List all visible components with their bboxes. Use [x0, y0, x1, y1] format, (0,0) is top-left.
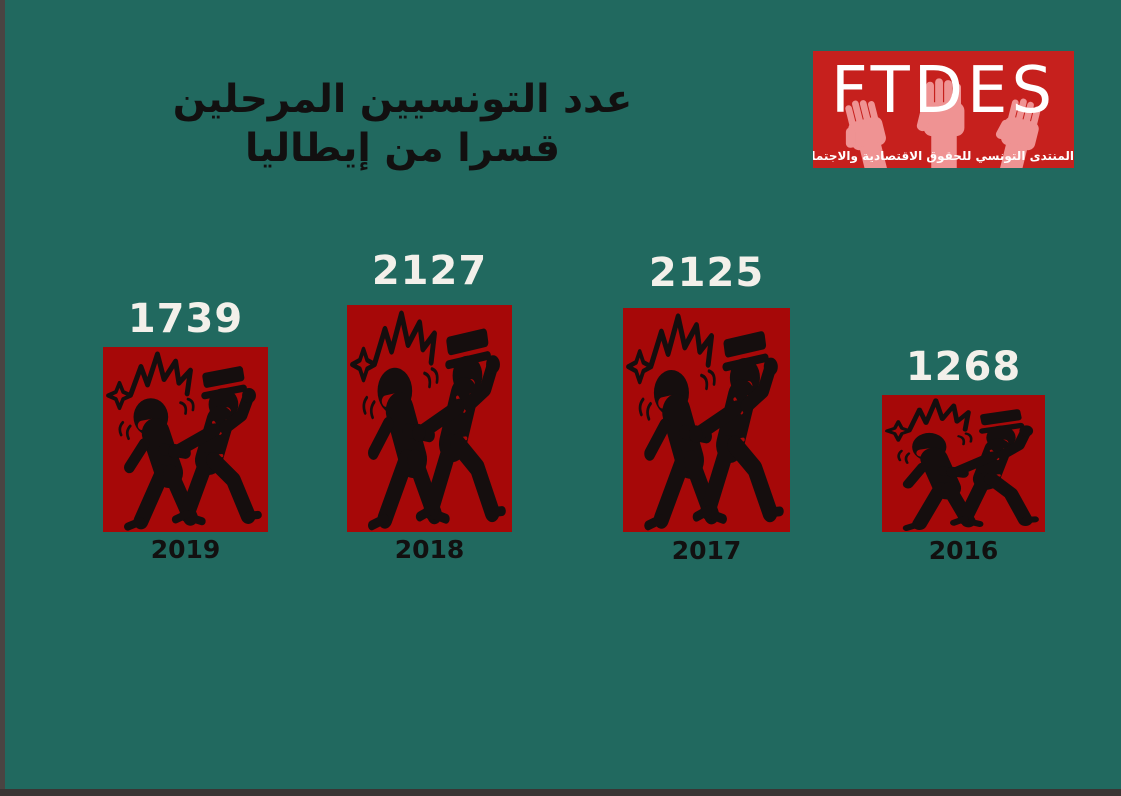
police-deporting-person-icon: [882, 395, 1045, 532]
logo-subtitle: المنتدى التونسي للحقوق الاقتصادية والاجت…: [813, 149, 1074, 163]
left-edge-strip: [0, 0, 5, 796]
police-deporting-person-icon: [103, 347, 268, 532]
bar-year-2018: 2018: [394, 535, 465, 564]
bottom-edge-strip: [0, 789, 1121, 796]
bar-2019: [103, 347, 268, 532]
bar-value-2018: 2127: [371, 248, 488, 294]
ftdes-logo: FTDES المنتدى التونسي للحقوق الاقتصادية …: [813, 51, 1074, 168]
bar-year-2019: 2019: [150, 535, 221, 564]
bar-value-2019: 1739: [127, 296, 244, 342]
page-title: عدد التونسيين المرحلين قسرا من إيطاليا: [172, 77, 633, 171]
bar-2018: [347, 305, 512, 532]
police-deporting-person-icon: [623, 308, 790, 532]
logo-wordmark: FTDES: [830, 54, 1057, 128]
police-deporting-person-icon: [347, 305, 512, 532]
bar-2016: [882, 395, 1045, 532]
bar-year-2017: 2017: [671, 536, 742, 565]
bar-year-2016: 2016: [928, 536, 999, 565]
bar-value-2017: 2125: [648, 250, 765, 296]
bar-2017: [623, 308, 790, 532]
bar-value-2016: 1268: [905, 344, 1022, 390]
